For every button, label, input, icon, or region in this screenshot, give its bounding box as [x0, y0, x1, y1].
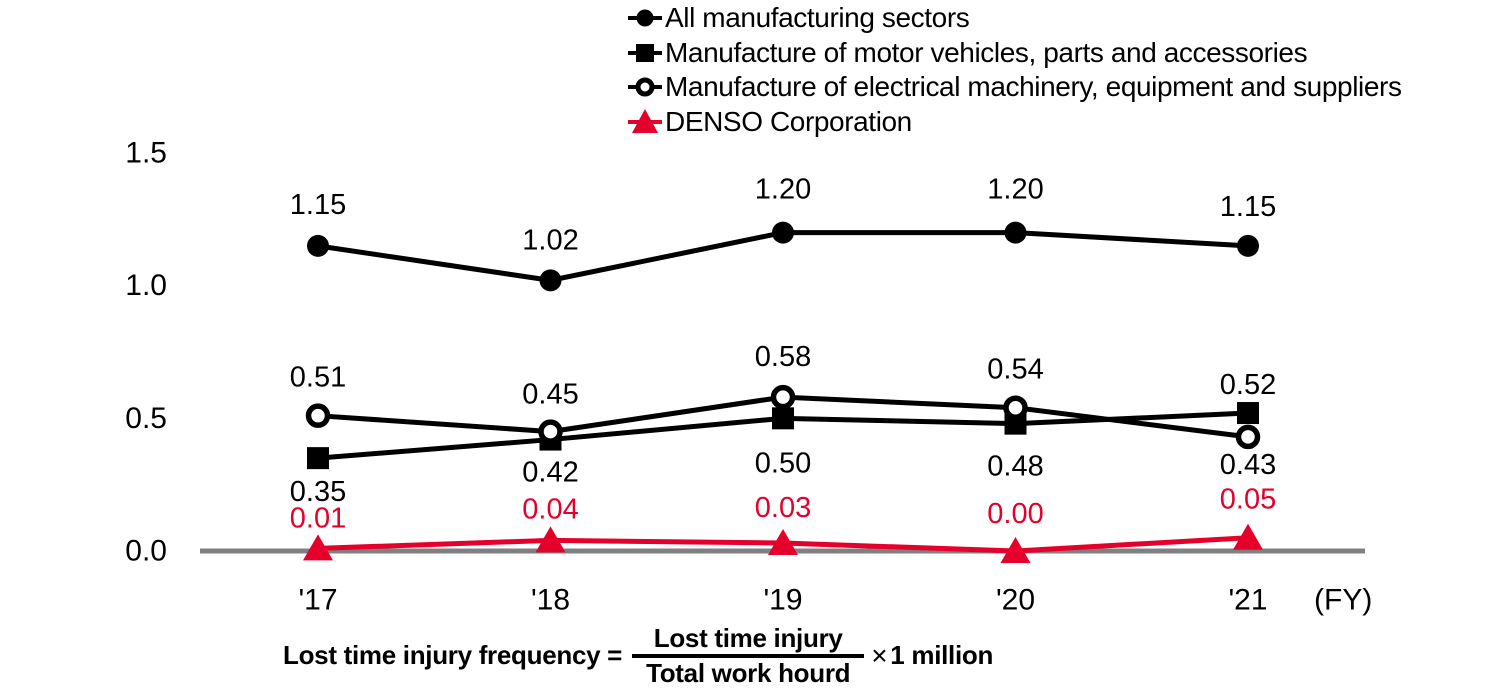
- legend-filled-triangle-icon: [628, 109, 662, 134]
- point-label: 0.48: [987, 451, 1043, 483]
- point-label: 0.42: [522, 457, 578, 489]
- point-label: 0.50: [755, 447, 811, 479]
- y-tick-label: 0.0: [125, 535, 167, 568]
- point-label: 0.01: [290, 502, 346, 534]
- point-label: 0.04: [522, 493, 578, 525]
- x-tick-label: '20: [996, 584, 1035, 617]
- point-label: 1.02: [522, 224, 578, 256]
- legend-filled-square-icon: [628, 43, 662, 62]
- legend-item-all-manufacturing-sectors: All manufacturing sectors: [627, 1, 1402, 36]
- point-label: 0.00: [987, 498, 1043, 530]
- legend-label: All manufacturing sectors: [665, 2, 970, 34]
- formula-numerator: Lost time injury: [653, 623, 843, 653]
- x-tick-label: '19: [763, 584, 802, 617]
- legend-open-circle-icon: [628, 77, 662, 97]
- point-label: 0.35: [290, 476, 346, 508]
- point-label: 1.15: [290, 189, 346, 221]
- point-label: 0.52: [1220, 369, 1276, 401]
- legend-label: Manufacture of motor vehicles, parts and…: [665, 36, 1308, 68]
- series-all-manufacturing-sectors: [307, 221, 1259, 292]
- x-tick-label: '21: [1228, 584, 1267, 617]
- legend-label: Manufacture of electrical machinery, equ…: [665, 71, 1402, 103]
- series-point-labels-denso-corporation: 0.01 0.04 0.03 0.00 0.05: [290, 484, 1276, 535]
- point-label: 0.45: [522, 379, 578, 411]
- series-manufacture-of-electrical-machinery-equi: [305, 384, 1261, 450]
- series-manufacture-of-motor-vehicles-parts-and-: [307, 402, 1259, 470]
- series-denso-corporation: [303, 523, 1263, 563]
- formula: Lost time injury frequency = Lost time i…: [283, 623, 993, 689]
- fraction-bar-divider: [632, 654, 865, 658]
- legend-item-manufacture-of-motor-vehicles-parts-and-: Manufacture of motor vehicles, parts and…: [627, 36, 1402, 71]
- x-axis-unit-label: (FY): [1314, 584, 1372, 617]
- legend-item-denso-corporation: DENSO Corporation: [627, 105, 1402, 140]
- formula-denominator: Total work hourd: [646, 657, 851, 688]
- point-label: 0.51: [290, 362, 346, 394]
- legend-filled-circle-icon: [628, 9, 662, 27]
- point-label: 0.05: [1220, 484, 1276, 516]
- x-axis-tick-labels: '17 '18 '19 '20 '21 (FY): [298, 584, 1372, 617]
- x-tick-label: '17: [298, 584, 337, 617]
- series-point-labels-manufacture-of-motor-vehicles-parts-and-: 0.35 0.42 0.50 0.48 0.52: [290, 369, 1276, 508]
- formula-fraction: Lost time injury Total work hourd: [632, 623, 865, 689]
- formula-times-sign: ×: [871, 639, 888, 671]
- series-point-labels-all-manufacturing-sectors: 1.15 1.02 1.20 1.20 1.15: [290, 174, 1276, 257]
- point-label: 0.58: [755, 341, 811, 373]
- point-label: 0.54: [987, 354, 1043, 386]
- point-label: 1.20: [987, 174, 1043, 206]
- point-label: 1.20: [755, 174, 811, 206]
- series-point-labels-manufacture-of-electrical-machinery-equi: 0.51 0.45 0.58 0.54 0.43: [290, 341, 1276, 481]
- point-label: 0.03: [755, 492, 811, 524]
- point-label: 0.43: [1220, 449, 1276, 481]
- y-tick-label: 0.5: [125, 402, 167, 435]
- x-tick-label: '18: [531, 584, 570, 617]
- y-axis-tick-labels: 0.0 0.5 1.0 1.5: [125, 137, 167, 568]
- y-tick-label: 1.0: [125, 269, 167, 302]
- point-label: 1.15: [1220, 191, 1276, 223]
- formula-multiplier: 1 million: [890, 640, 994, 671]
- legend-label: DENSO Corporation: [665, 106, 912, 138]
- chart-legend: All manufacturing sectors Manufacture of …: [627, 1, 1402, 139]
- formula-lhs: Lost time injury frequency =: [283, 640, 623, 671]
- legend-item-manufacture-of-electrical-machinery-equi: Manufacture of electrical machinery, equ…: [627, 70, 1402, 105]
- y-tick-label: 1.5: [125, 137, 167, 170]
